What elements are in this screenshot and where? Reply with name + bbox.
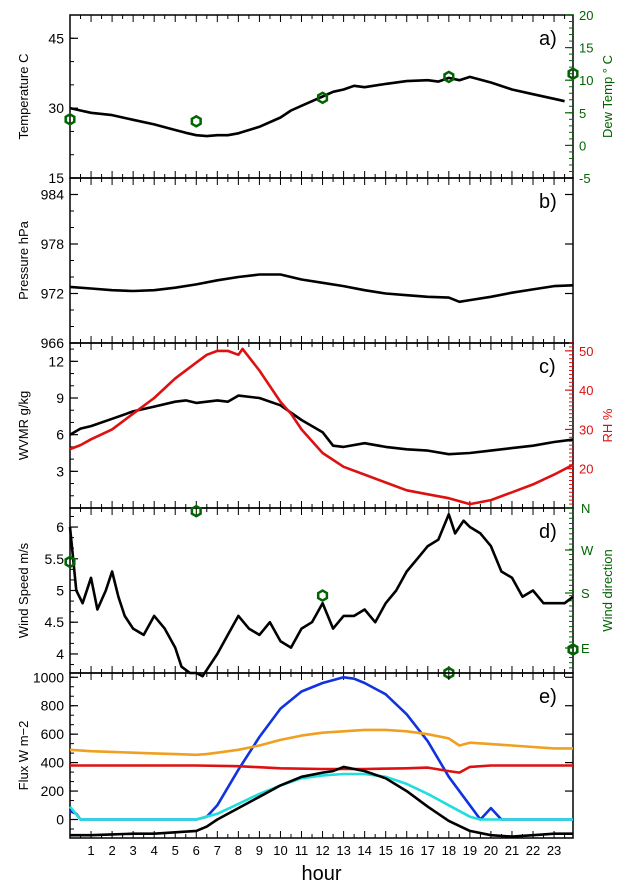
series-line-orange (69, 728, 573, 757)
x-tick-label: 6 (193, 843, 200, 858)
y2-tick-label: 10 (579, 73, 593, 88)
y-tick-label: 5 (56, 583, 64, 599)
y-axis-label: Pressure hPa (16, 220, 31, 300)
y2-tick-label: 50 (579, 344, 593, 359)
y-tick-label: 200 (41, 783, 65, 799)
y2-axis-label: Dew Temp ° C (600, 55, 615, 138)
data-point-dew-temp (316, 91, 329, 105)
y2-tick-label: 5 (579, 106, 586, 121)
y-tick-label: 12 (48, 353, 64, 369)
x-tick-label: 13 (336, 843, 350, 858)
y-tick-label: 4.5 (45, 614, 65, 630)
y-tick-label: 3 (56, 463, 64, 479)
x-tick-label: 14 (357, 843, 371, 858)
x-tick-label: 21 (505, 843, 519, 858)
x-tick-label: 22 (526, 843, 540, 858)
series-line-wind-speed (68, 513, 574, 678)
series-line-cyan (68, 772, 573, 821)
y-tick-label: 984 (41, 187, 65, 203)
y2-tick-label: 20 (579, 8, 593, 23)
y-tick-label: 4 (56, 646, 64, 662)
data-point-dew-temp (567, 67, 579, 81)
x-tick-label: 23 (547, 843, 561, 858)
x-tick-label: 17 (421, 843, 435, 858)
x-tick-label: 18 (442, 843, 456, 858)
data-point-dew-temp (64, 112, 76, 126)
series-line-rh (69, 347, 574, 506)
y2-axis-label: RH % (600, 408, 615, 442)
data-point-wind-direction (64, 555, 76, 569)
x-tick-label: 16 (400, 843, 414, 858)
y-tick-label: 45 (48, 30, 64, 46)
y-tick-label: 30 (48, 100, 64, 116)
y-tick-label: 800 (41, 698, 65, 714)
x-tick-label: 20 (484, 843, 498, 858)
series-line-black (70, 765, 573, 838)
x-tick-label: 15 (378, 843, 392, 858)
y-tick-label: 1000 (33, 669, 64, 685)
panel-label: a) (539, 28, 557, 50)
data-point-wind-direction (567, 643, 579, 656)
y-tick-label: 15 (48, 170, 64, 186)
y-axis-label: Temperature C (16, 54, 31, 140)
y-axis-label: Wind Speed m/s (16, 542, 31, 638)
x-tick-label: 11 (295, 843, 309, 858)
x-tick-label: 12 (315, 843, 329, 858)
y-tick-label: 978 (41, 236, 65, 252)
y2-tick-label: N (581, 501, 590, 516)
y-tick-label: 6 (56, 519, 64, 535)
x-tick-label: 9 (256, 843, 263, 858)
y-tick-label: 9 (56, 390, 64, 406)
x-tick-label: 5 (172, 843, 179, 858)
x-tick-label: 19 (463, 843, 477, 858)
panel-frame-4 (69, 672, 574, 839)
data-point-wind-direction (316, 589, 329, 603)
data-point-wind-direction (190, 504, 202, 518)
y2-tick-label: 0 (579, 138, 586, 153)
y-tick-label: 966 (41, 335, 65, 351)
data-point-dew-temp (443, 70, 455, 84)
x-tick-label: 7 (214, 843, 221, 858)
y2-tick-label: S (581, 586, 590, 601)
y2-tick-label: W (581, 543, 594, 558)
y2-tick-label: -5 (579, 171, 591, 186)
x-tick-label: 3 (130, 843, 137, 858)
y-tick-label: 600 (41, 726, 65, 742)
y2-axis-label: Wind direction (600, 549, 615, 631)
series-line-temperature (69, 75, 565, 138)
series-line-pressure (69, 273, 574, 304)
series-line-blue (69, 676, 573, 821)
panel-label: c) (539, 356, 556, 378)
y2-tick-label: E (581, 641, 590, 656)
y-tick-label: 400 (41, 755, 65, 771)
x-tick-label: 10 (273, 843, 287, 858)
series-line-wvmr (69, 394, 574, 456)
panel-frame-2 (69, 342, 574, 509)
y-axis-label: WVMR g/kg (16, 391, 31, 460)
y2-tick-label: 15 (579, 41, 593, 56)
y2-tick-label: 20 (579, 462, 593, 477)
panel-label: e) (539, 686, 557, 708)
y2-tick-label: 30 (579, 422, 593, 437)
data-point-dew-temp (190, 114, 202, 128)
panel-label: b) (539, 191, 557, 213)
panel-frame-1 (69, 177, 574, 344)
x-tick-label: 8 (235, 843, 242, 858)
x-tick-label: 1 (87, 843, 94, 858)
y2-tick-label: 40 (579, 383, 593, 398)
panel-label: d) (539, 521, 557, 543)
y-tick-label: 5.5 (45, 551, 65, 567)
series-line-red (70, 764, 573, 774)
x-tick-label: 4 (151, 843, 158, 858)
x-axis-label: hour (301, 863, 341, 882)
y-tick-label: 0 (56, 812, 64, 828)
y-axis-label: Flux W m−2 (16, 721, 31, 791)
x-tick-label: 2 (108, 843, 115, 858)
y-tick-label: 6 (56, 427, 64, 443)
y-tick-label: 972 (41, 286, 65, 302)
